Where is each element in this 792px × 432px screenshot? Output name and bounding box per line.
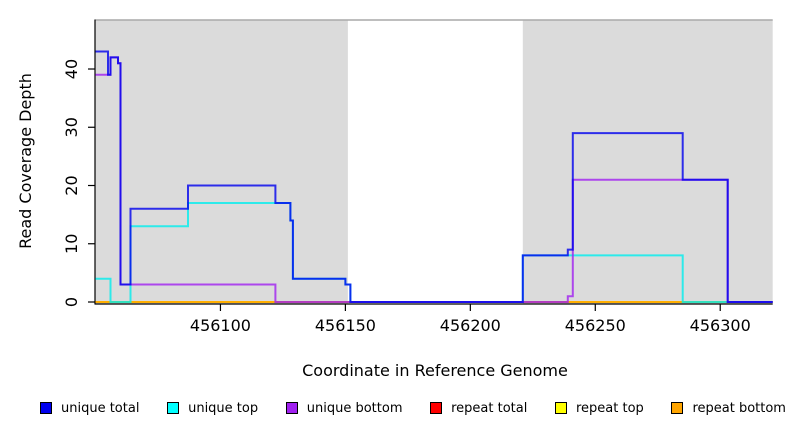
y-tick-label: 30 [62, 117, 81, 137]
legend-label: repeat bottom [692, 400, 786, 416]
legend-swatch-icon [285, 402, 298, 414]
y-tick-label: 40 [62, 59, 81, 79]
legend-label: repeat top [576, 400, 644, 416]
legend-label: unique bottom [306, 400, 403, 416]
series-line-unique-total [95, 50, 773, 303]
legend-item-repeat-total: repeat total [430, 401, 527, 416]
legend-label: repeat total [451, 400, 528, 416]
shaded-region [95, 19, 348, 304]
legend-item-unique-total: unique total [40, 401, 139, 416]
legend-swatch-icon [167, 402, 180, 414]
legend-swatch-icon [40, 402, 52, 414]
legend-swatch-icon [671, 402, 684, 414]
legend-item-unique-bottom: unique bottom [285, 400, 403, 416]
legend-label: unique total [61, 400, 140, 416]
y-axis-title: Read Coverage Depth [16, 73, 35, 249]
legend-item-repeat-bottom: repeat bottom [671, 401, 786, 416]
x-tick-label: 456150 [315, 316, 376, 335]
legend-swatch-icon [555, 402, 567, 414]
legend-label: unique top [188, 400, 259, 416]
x-tick-label: 456250 [565, 316, 626, 335]
chart-legend: unique total unique top unique bottom repea… [40, 399, 786, 417]
y-tick-label: 0 [62, 297, 81, 307]
y-tick-label: 20 [62, 175, 81, 195]
y-tick-label: 10 [62, 234, 81, 254]
x-axis-title: Coordinate in Reference Genome [302, 361, 568, 380]
legend-item-repeat-top: repeat top [555, 401, 644, 416]
x-tick-label: 456300 [690, 316, 751, 335]
shaded-region [522, 19, 773, 304]
x-tick-label: 456200 [440, 316, 501, 335]
legend-item-unique-top: unique top [167, 401, 258, 416]
x-tick-label: 456100 [190, 316, 251, 335]
legend-swatch-icon [430, 402, 443, 414]
